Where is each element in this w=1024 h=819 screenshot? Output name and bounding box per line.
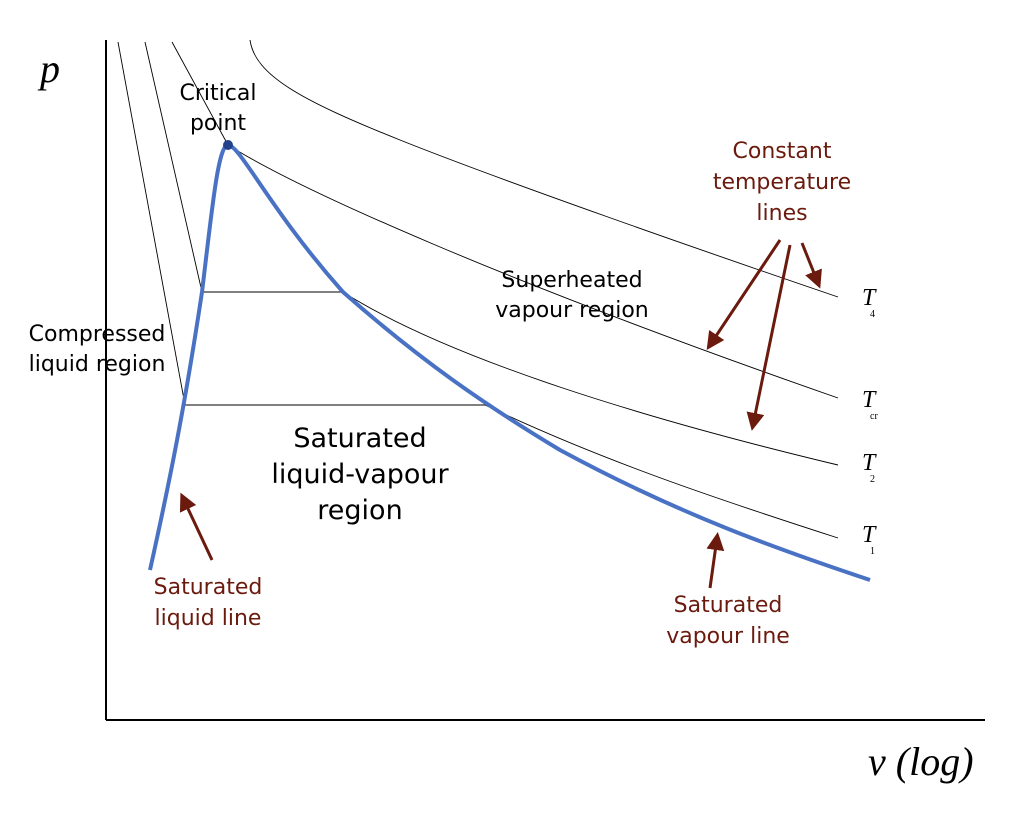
saturation-dome: [148, 142, 871, 582]
label: Compressed: [29, 322, 166, 347]
critical-point: [223, 140, 233, 150]
label: Saturated: [154, 575, 263, 600]
arrow: [746, 244, 792, 431]
isotherm: [249, 39, 839, 298]
label: Saturated: [674, 593, 783, 618]
label: lines: [756, 201, 807, 226]
isotherm-label: T: [862, 450, 877, 476]
isotherm: [144, 41, 839, 466]
x-label: v (log): [868, 739, 974, 784]
label: Critical: [180, 81, 257, 106]
label: vapour region: [495, 298, 648, 323]
label: liquid line: [155, 606, 262, 631]
isotherm-label: T: [862, 285, 877, 311]
label: liquid-vapour: [271, 459, 449, 490]
label: Constant: [733, 139, 832, 164]
label: temperature: [713, 170, 851, 195]
isotherm-subscript: cr: [870, 411, 878, 422]
arrow: [179, 492, 214, 561]
label: Saturated: [293, 423, 426, 454]
y-label: p: [37, 46, 60, 91]
isotherm: [171, 41, 839, 399]
label: region: [317, 495, 402, 526]
label: Superheated: [501, 268, 642, 293]
isotherm-subscript: 4: [870, 309, 875, 320]
arrow: [800, 242, 822, 289]
label: point: [190, 111, 246, 136]
label: vapour line: [666, 624, 790, 649]
isotherm-label: T: [862, 522, 877, 548]
arrow: [706, 532, 725, 589]
isotherm-subscript: 2: [870, 474, 875, 485]
isotherm-label: T: [862, 387, 877, 413]
isotherm-subscript: 1: [870, 546, 875, 557]
arrow: [706, 239, 782, 350]
label: liquid region: [29, 352, 166, 377]
